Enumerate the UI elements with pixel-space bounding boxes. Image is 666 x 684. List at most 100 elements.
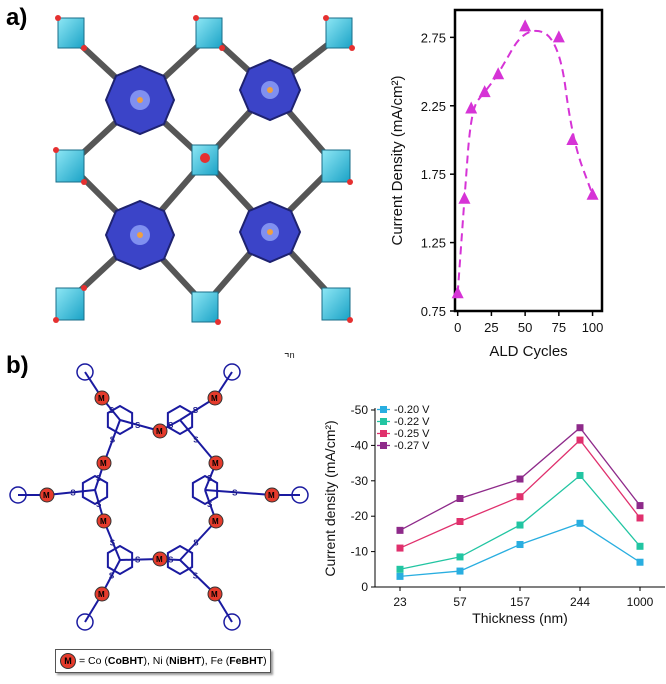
sulfur-label: S	[168, 556, 174, 565]
x-tick-label: 0	[454, 320, 461, 335]
metal-label: M	[212, 459, 219, 468]
caption-segment: ), Ni (	[143, 655, 170, 667]
y-tick-label: 2.25	[421, 99, 446, 114]
metal-label: M	[211, 394, 218, 403]
data-point-triangle	[465, 101, 478, 114]
sulfur-label: S	[207, 500, 213, 509]
series-line	[399, 522, 641, 578]
caption-segment: = Co (	[79, 655, 108, 667]
caption-segment: )	[263, 655, 267, 667]
sulfur-label: S	[135, 556, 141, 565]
sulfur-label: S	[193, 406, 199, 415]
bond	[46, 489, 96, 496]
metal-atom	[96, 513, 112, 529]
data-point-square	[396, 544, 404, 552]
x-tick-label: 157	[510, 595, 530, 609]
metal-label: M	[268, 491, 275, 500]
terminal-ring	[9, 486, 27, 504]
sulfur-label: S	[109, 571, 115, 580]
data-point-triangle	[492, 67, 505, 80]
bond	[179, 520, 217, 561]
x-tick-label: 1000	[627, 595, 654, 609]
data-point-square	[576, 424, 584, 432]
data-point-triangle	[458, 191, 471, 204]
benzene-ring	[106, 404, 134, 436]
caption-segment: FeBHT	[229, 655, 264, 667]
benzene-ring	[81, 474, 109, 506]
metal-atom	[207, 586, 223, 602]
bond	[179, 559, 216, 595]
sulfur-label: S	[193, 538, 199, 547]
panel-label-b: b)	[6, 352, 29, 379]
data-point-triangle	[552, 30, 565, 43]
metal-atom	[208, 455, 224, 471]
legend-label: -0.25 V	[394, 428, 430, 440]
data-point-square	[396, 572, 404, 580]
data-point-square	[516, 493, 524, 501]
x-axis-label: ALD Cycles	[489, 343, 567, 360]
sulfur-label: S	[135, 421, 141, 430]
y-tick-label: 0	[361, 580, 368, 594]
metal-label: M	[98, 590, 105, 599]
benzene-ring	[166, 544, 194, 576]
metal-m-symbol: M	[60, 653, 76, 669]
x-tick-label: 25	[484, 320, 498, 335]
terminal-ring	[76, 363, 94, 381]
polymer-n-label: n	[290, 350, 295, 360]
bond	[204, 489, 273, 496]
metal-label: M	[156, 427, 163, 436]
y-tick-label: 1.25	[421, 236, 446, 251]
terminal-ring	[223, 363, 241, 381]
data-point-square	[636, 502, 644, 510]
y-tick-label: 0.75	[421, 304, 446, 319]
x-tick-label: 75	[552, 320, 566, 335]
data-point-square	[576, 471, 584, 479]
metal-label: M	[212, 517, 219, 526]
data-point-triangle	[478, 85, 491, 98]
metal-atom	[96, 455, 112, 471]
y-axis-label: Current Density (mA/cm²)	[389, 75, 406, 245]
sulfur-label: S	[168, 421, 174, 430]
data-point-square	[396, 565, 404, 573]
sulfur-label: S	[232, 488, 238, 497]
sulfur-label: S	[70, 488, 76, 497]
sulfur-label: S	[110, 435, 116, 444]
metal-atom	[152, 423, 168, 439]
y-axis-label: Current density (mA/cm²)	[322, 420, 338, 576]
x-tick-label: 244	[570, 595, 590, 609]
x-tick-label: 57	[453, 595, 467, 609]
caption-segment: NiBHT	[169, 655, 202, 667]
metal-atom	[208, 513, 224, 529]
data-point-square	[396, 526, 404, 534]
data-point-square	[456, 553, 464, 561]
data-point-square	[516, 521, 524, 529]
chart-a-frame	[453, 8, 604, 313]
data-point-triangle	[586, 187, 599, 200]
metal-label: M	[156, 555, 163, 564]
metal-atom	[264, 487, 280, 503]
data-point-square	[456, 518, 464, 526]
metal-label: M	[211, 590, 218, 599]
y-tick-label: 2.75	[421, 30, 446, 45]
x-tick-label: 50	[518, 320, 532, 335]
sulfur-label: S	[110, 538, 116, 547]
data-point-square	[456, 567, 464, 575]
data-point-triangle	[451, 286, 464, 299]
sulfur-label: S	[96, 474, 102, 483]
data-point-square	[516, 541, 524, 549]
bond	[103, 419, 121, 464]
metal-legend-caption: M = Co (CoBHT), Ni (NiBHT), Fe (FeBHT)	[55, 649, 271, 673]
caption-segment: CoBHT	[107, 655, 144, 667]
terminal-ring	[223, 613, 241, 631]
legend-label: -0.20 V	[394, 404, 430, 416]
data-point-square	[636, 542, 644, 550]
metal-atom	[39, 487, 55, 503]
bond	[179, 419, 217, 464]
metal-atom	[94, 390, 110, 406]
metal-atom	[94, 586, 110, 602]
metal-atom	[152, 551, 168, 567]
